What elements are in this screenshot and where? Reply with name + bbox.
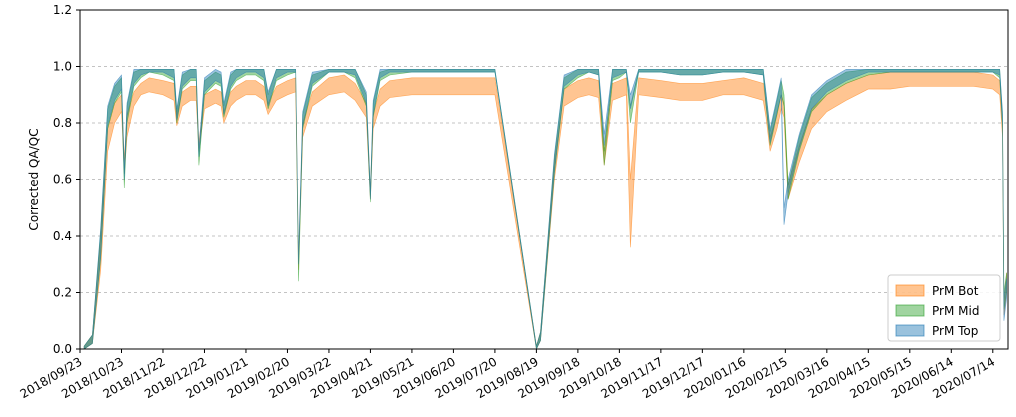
legend-label: PrM Top: [932, 324, 978, 338]
y-tick-label: 0.2: [53, 286, 72, 300]
legend-swatch: [895, 304, 925, 317]
series-band-prm-top: [83, 68, 1007, 351]
y-axis-ticks: 0.0 0.2 0.4 0.6 0.8 1.0 1.2: [53, 3, 80, 356]
series-band-prm-bot: [83, 71, 1007, 350]
y-tick-label: 0.0: [53, 342, 72, 356]
legend-swatch: [895, 284, 925, 297]
legend-swatch: [895, 324, 925, 337]
y-tick-label: 1.0: [53, 60, 72, 74]
y-tick-label: 0.4: [53, 229, 72, 243]
legend-label: PrM Bot: [932, 284, 979, 298]
series-areas: [83, 68, 1007, 351]
legend: PrM Bot PrM Mid PrM Top: [887, 274, 1001, 342]
y-tick-label: 0.8: [53, 116, 72, 130]
legend-label: PrM Mid: [932, 304, 979, 318]
y-tick-label: 0.6: [53, 173, 72, 187]
y-axis-title: Corrected QA/QC: [27, 128, 41, 230]
y-tick-label: 1.2: [53, 3, 72, 17]
x-axis-ticks: 2018/09/232018/10/232018/11/222018/12/22…: [18, 349, 997, 401]
